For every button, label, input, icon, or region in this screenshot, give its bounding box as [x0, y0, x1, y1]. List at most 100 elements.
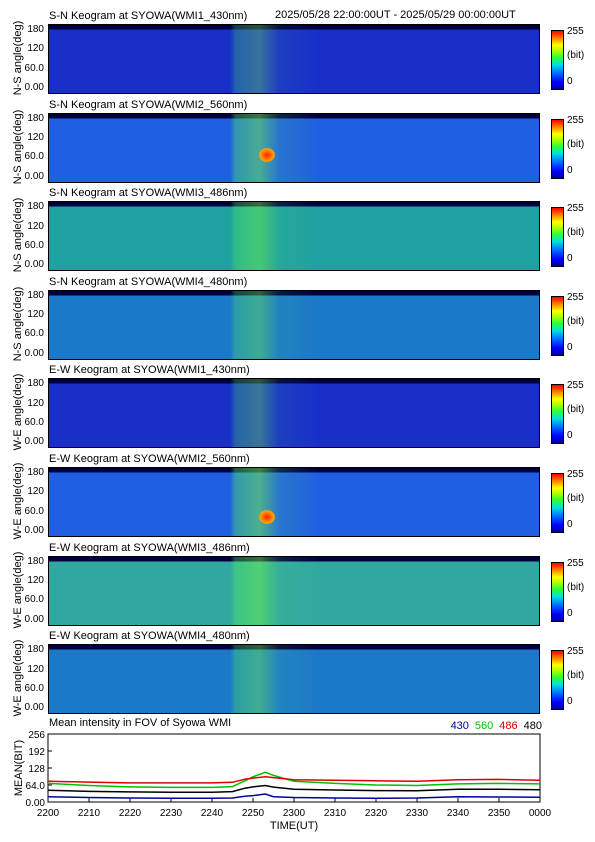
- colorbar-max-label: 255: [567, 469, 584, 480]
- y-tick-label: 128: [28, 764, 45, 775]
- x-tick-label: 2350: [488, 808, 511, 819]
- colorbar-min-label: 0: [567, 607, 573, 619]
- colorbar: [551, 295, 564, 356]
- colorbar-unit-label: (bit): [567, 227, 585, 239]
- x-tick-label: 2330: [406, 808, 429, 819]
- keogram-title: S-N Keogram at SYOWA(WMI3_486nm): [49, 187, 248, 200]
- x-axis-label: TIME(UT): [270, 820, 318, 832]
- legend-entry: 560: [474, 720, 494, 732]
- colorbar-max-label: 255: [567, 380, 584, 392]
- y-tick-label: 60.0: [24, 239, 44, 251]
- y-tick-label: 120: [27, 663, 44, 675]
- keogram-panel: S-N Keogram at SYOWA(WMI3_486nm) N-S angl…: [0, 185, 595, 274]
- y-tick-label: 0.00: [24, 347, 44, 359]
- auroral-peak: [259, 510, 275, 524]
- x-tick-label: 2320: [365, 808, 388, 819]
- y-tick-label: 0.00: [24, 702, 44, 714]
- keogram-panel: S-N Keogram at SYOWA(WMI2_560nm) N-S angl…: [0, 97, 595, 186]
- colorbar: [551, 561, 564, 622]
- mean-intensity-title: Mean intensity in FOV of Syowa WMI: [49, 717, 232, 729]
- colorbar-unit-label: (bit): [567, 581, 585, 593]
- colorbar-unit-label: (bit): [567, 404, 585, 416]
- x-tick-label: 2240: [201, 808, 224, 819]
- x-tick-label: 2340: [447, 808, 470, 819]
- y-tick-label: 120: [27, 220, 44, 232]
- y-axis-label: MEAN(BIT): [13, 740, 25, 796]
- auroral-peak: [259, 147, 275, 162]
- y-tick-label: 256: [28, 730, 45, 741]
- y-tick-label: 180: [27, 24, 44, 35]
- keogram-title: E-W Keogram at SYOWA(WMI2_560nm): [49, 453, 250, 465]
- y-tick-label: 180: [27, 378, 44, 390]
- y-tick-label: 180: [27, 555, 44, 567]
- y-tick-label: 60.0: [24, 505, 44, 517]
- y-tick-label: 180: [27, 112, 44, 124]
- series-legend: 430 560 486 480: [445, 720, 542, 732]
- y-tick-label: 120: [27, 309, 44, 321]
- colorbar-unit-label: (bit): [567, 138, 585, 150]
- x-tick-label: 2250: [242, 808, 265, 819]
- keogram-panel: E-W Keogram at SYOWA(WMI1_430nm) W-E angl…: [0, 362, 595, 451]
- colorbar: [551, 650, 564, 711]
- x-tick-label: 2220: [119, 808, 142, 819]
- colorbar-unit-label: (bit): [567, 50, 585, 61]
- series-line: [47, 793, 541, 800]
- y-tick-label: 60.0: [24, 62, 44, 74]
- colorbar: [551, 30, 564, 90]
- colorbar-min-label: 0: [567, 76, 573, 87]
- time-range-header: 2025/05/28 22:00:00UT - 2025/05/29 00:00…: [275, 9, 516, 21]
- y-tick-label: 180: [27, 644, 44, 656]
- y-tick-label: 120: [27, 486, 44, 498]
- y-tick-label: 0.00: [26, 798, 46, 809]
- keogram-panel: E-W Keogram at SYOWA(WMI2_560nm) W-E angl…: [0, 451, 595, 540]
- series-line: [47, 771, 541, 789]
- y-tick-label: 120: [27, 131, 44, 143]
- colorbar: [551, 207, 564, 268]
- mean-intensity-panel: Mean intensity in FOV of Syowa WMI 430 56…: [0, 714, 595, 842]
- colorbar: [551, 118, 564, 179]
- y-tick-label: 60.0: [24, 328, 44, 340]
- colorbar: [551, 384, 564, 445]
- colorbar-unit-label: (bit): [567, 493, 585, 504]
- y-tick-label: 120: [27, 574, 44, 586]
- keogram-image: [48, 201, 540, 272]
- series-line: [47, 776, 541, 784]
- keogram-title: E-W Keogram at SYOWA(WMI1_430nm): [49, 364, 250, 377]
- keogram-image: [48, 467, 540, 537]
- keogram-title: S-N Keogram at SYOWA(WMI2_560nm): [49, 98, 248, 111]
- keogram-panel: S-N Keogram at SYOWA(WMI1_430nm) N-S angl…: [0, 8, 595, 97]
- y-tick-label: 0.00: [24, 259, 44, 271]
- y-tick-label: 60.0: [24, 151, 44, 163]
- legend-entry: 480: [523, 720, 542, 732]
- keogram-image: [48, 289, 540, 360]
- colorbar-unit-label: (bit): [567, 670, 585, 682]
- y-tick-label: 64.0: [26, 781, 46, 792]
- x-tick-label: 2230: [160, 808, 183, 819]
- legend-entry: 486: [499, 720, 518, 732]
- keogram-title: E-W Keogram at SYOWA(WMI4_480nm): [49, 630, 250, 643]
- y-tick-label: 0.00: [24, 525, 44, 536]
- keogram-image: [48, 112, 540, 183]
- y-tick-label: 120: [27, 43, 44, 55]
- keogram-image: [48, 378, 540, 449]
- colorbar-min-label: 0: [567, 696, 573, 708]
- y-tick-label: 192: [28, 747, 45, 758]
- colorbar-max-label: 255: [567, 557, 584, 569]
- y-tick-label: 60.0: [24, 594, 44, 606]
- colorbar-min-label: 0: [567, 430, 573, 442]
- x-tick-label: 2210: [78, 808, 101, 819]
- keogram-panel: E-W Keogram at SYOWA(WMI3_486nm) W-E angl…: [0, 540, 595, 629]
- colorbar-unit-label: (bit): [567, 315, 585, 327]
- keogram-image: [48, 555, 540, 626]
- x-tick-label: 0000: [529, 808, 552, 819]
- colorbar: [551, 473, 564, 533]
- y-tick-label: 180: [27, 201, 44, 213]
- x-tick-label: 2200: [37, 808, 60, 819]
- series-line: [47, 784, 541, 793]
- y-tick-label: 0.00: [24, 82, 44, 93]
- colorbar-min-label: 0: [567, 519, 573, 530]
- y-tick-label: 60.0: [24, 417, 44, 429]
- keogram-panel: S-N Keogram at SYOWA(WMI4_480nm) N-S angl…: [0, 274, 595, 363]
- y-tick-label: 120: [27, 397, 44, 409]
